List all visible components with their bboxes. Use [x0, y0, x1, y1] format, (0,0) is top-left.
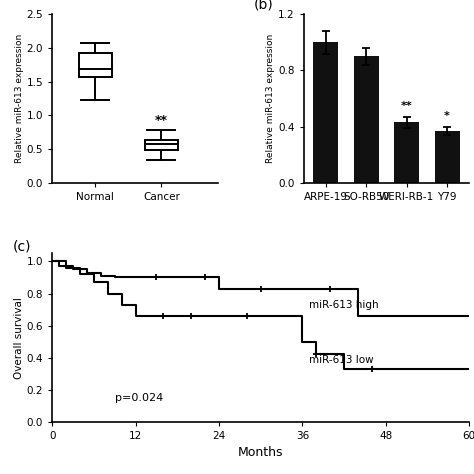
Bar — [435, 131, 460, 182]
Y-axis label: Overall survival: Overall survival — [14, 297, 24, 379]
Bar — [313, 42, 338, 182]
Text: miR-613 low: miR-613 low — [310, 355, 374, 365]
Text: (c): (c) — [12, 240, 31, 254]
Text: p=0.024: p=0.024 — [115, 393, 163, 403]
Bar — [79, 53, 112, 77]
Text: **: ** — [155, 114, 168, 127]
Bar — [145, 140, 178, 150]
Text: miR-613 high: miR-613 high — [310, 300, 379, 310]
Bar — [354, 56, 379, 182]
Bar — [394, 122, 419, 182]
Y-axis label: Relative miR-613 expression: Relative miR-613 expression — [266, 34, 275, 163]
Text: **: ** — [401, 101, 412, 111]
Text: *: * — [444, 111, 450, 121]
X-axis label: Months: Months — [238, 447, 283, 459]
Text: (b): (b) — [254, 0, 274, 11]
Y-axis label: Relative miR-613 expression: Relative miR-613 expression — [15, 34, 24, 163]
